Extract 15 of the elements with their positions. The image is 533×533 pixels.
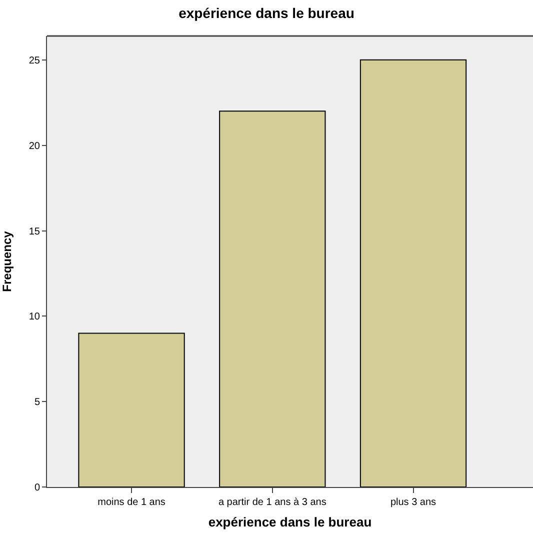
y-tick-label: 0 (34, 482, 40, 494)
bar (78, 332, 185, 487)
bar (219, 110, 326, 487)
y-tick-label: 25 (28, 55, 40, 66)
chart-title: expérience dans le bureau (178, 4, 354, 21)
x-tick-label: moins de 1 ans (98, 497, 166, 508)
x-tick-label: plus 3 ans (390, 497, 436, 508)
y-tick-label: 15 (28, 226, 40, 238)
bar (360, 59, 467, 487)
y-tick-label: 5 (34, 397, 40, 408)
y-tick-label: 10 (28, 312, 40, 323)
y-axis-title: Frequency (0, 230, 14, 292)
x-tick-label: a partir de 1 ans à 3 ans (218, 497, 326, 508)
x-axis-title: expérience dans le bureau (208, 514, 372, 530)
y-tick-label: 20 (28, 140, 40, 152)
